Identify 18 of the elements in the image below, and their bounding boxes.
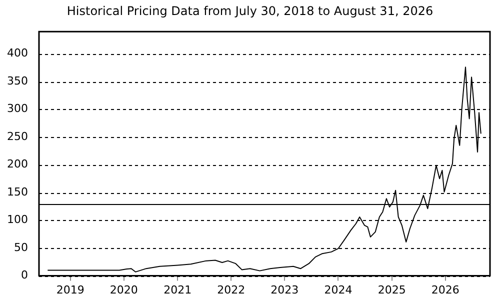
y-tick-label: 200 xyxy=(6,158,28,171)
y-tick-label: 0 xyxy=(20,268,28,282)
y-tick-label: 300 xyxy=(6,102,28,116)
y-tick-label: 350 xyxy=(6,74,28,88)
x-tick-label: 2025 xyxy=(378,283,406,296)
x-tick-label: 2023 xyxy=(270,283,299,296)
x-tick-label: 2021 xyxy=(164,283,192,296)
x-tick-label: 2020 xyxy=(110,283,138,296)
chart-title: Historical Pricing Data from July 30, 2018 to August 31, 2026 xyxy=(66,3,434,20)
x-tick-label: 2019 xyxy=(56,283,84,296)
y-tick-label: 150 xyxy=(6,185,28,198)
y-tick-label: 250 xyxy=(6,130,28,143)
x-tick-label: 2024 xyxy=(324,283,352,296)
y-tick-label: 100 xyxy=(6,213,28,226)
y-tick-label: 50 xyxy=(14,240,28,254)
y-tick-label: 400 xyxy=(6,46,28,60)
x-tick-label: 2022 xyxy=(217,283,246,296)
x-tick-label: 2026 xyxy=(431,283,460,296)
